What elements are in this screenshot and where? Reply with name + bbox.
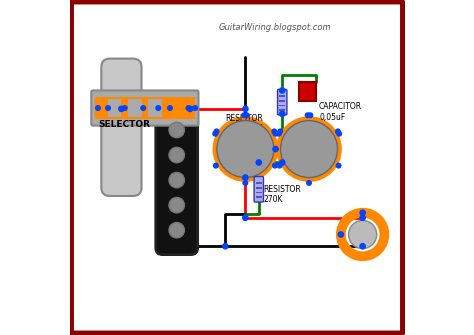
Circle shape [192,105,198,111]
Circle shape [242,214,249,221]
Circle shape [242,174,249,181]
Bar [128,99,142,117]
FancyBboxPatch shape [156,94,198,255]
FancyBboxPatch shape [254,177,264,202]
Text: GuitarWiring.blogspot.com: GuitarWiring.blogspot.com [218,23,331,32]
Circle shape [212,131,218,137]
FancyBboxPatch shape [91,90,199,126]
Bar [256,196,262,198]
Bar [256,192,262,194]
Circle shape [222,243,228,250]
Circle shape [336,162,342,169]
Circle shape [279,159,285,166]
Circle shape [336,131,342,137]
Circle shape [122,105,128,111]
Circle shape [359,214,366,221]
Circle shape [169,147,184,163]
Circle shape [242,106,249,112]
Circle shape [276,116,342,182]
Circle shape [167,105,173,111]
Circle shape [306,180,312,186]
Bar [256,187,262,189]
Circle shape [281,121,337,178]
Circle shape [169,122,184,138]
Circle shape [276,131,282,137]
Circle shape [212,116,278,182]
Circle shape [359,243,366,250]
Circle shape [185,105,191,111]
Bar [148,99,162,117]
Circle shape [255,159,262,166]
Circle shape [305,112,311,118]
Bar [279,105,285,107]
Text: CAPACITOR
0,05uF: CAPACITOR 0,05uF [319,102,362,122]
Circle shape [359,209,366,216]
Circle shape [187,106,193,112]
Circle shape [272,146,279,152]
Circle shape [307,112,313,118]
Bar [279,109,285,111]
Circle shape [244,112,250,118]
Circle shape [272,162,278,169]
Bar [279,95,285,97]
Circle shape [242,180,248,186]
Circle shape [169,173,184,188]
Circle shape [217,121,274,178]
Circle shape [337,231,344,238]
Bar [95,97,195,119]
Bar [279,100,285,102]
Circle shape [279,111,285,117]
Circle shape [105,105,111,111]
Text: PICKUP
SELECTOR: PICKUP SELECTOR [98,110,150,129]
Text: VOLUME
250K: VOLUME 250K [223,138,268,160]
Bar [256,182,262,184]
Circle shape [169,197,184,213]
FancyBboxPatch shape [278,89,287,115]
Circle shape [279,87,285,94]
Circle shape [277,128,283,134]
Circle shape [271,128,277,134]
Circle shape [213,128,219,134]
Circle shape [241,112,247,118]
FancyBboxPatch shape [101,59,142,196]
Circle shape [118,106,125,112]
Circle shape [95,105,101,111]
Circle shape [155,105,161,111]
FancyBboxPatch shape [71,2,403,333]
Text: RESISTOR
15K: RESISTOR 15K [225,114,263,133]
Bar [108,99,121,117]
Circle shape [213,162,219,169]
Circle shape [169,222,184,238]
Bar [299,82,316,100]
Circle shape [348,220,377,249]
Circle shape [335,128,341,134]
Circle shape [273,131,279,137]
Text: RESISTOR
270K: RESISTOR 270K [263,185,301,204]
Circle shape [140,105,146,111]
Circle shape [276,162,283,169]
Text: TONE
250K
linear: TONE 250K linear [293,132,325,166]
